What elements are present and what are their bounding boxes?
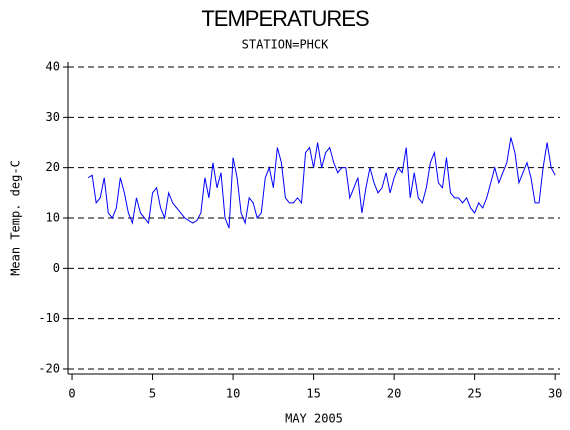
y-tick-label: 30 xyxy=(46,110,60,124)
x-tick-label: 15 xyxy=(306,387,320,401)
y-tick-label: -20 xyxy=(38,361,60,375)
y-tick-label: 40 xyxy=(46,60,60,74)
x-tick-label: 10 xyxy=(226,387,240,401)
y-tick-label: -10 xyxy=(38,311,60,325)
x-tick-label: 20 xyxy=(387,387,401,401)
y-tick-label: 10 xyxy=(46,211,60,225)
y-axis-label: Mean Temp. deg-C xyxy=(9,160,23,276)
chart-title: TEMPERATURES xyxy=(201,6,369,31)
x-axis-label: MAY 2005 xyxy=(285,412,343,426)
x-tick-label: 25 xyxy=(467,387,481,401)
x-tick-label: 0 xyxy=(68,387,75,401)
line-series xyxy=(87,137,556,229)
y-tick-label: 0 xyxy=(53,261,60,275)
y-tick-label: 20 xyxy=(46,160,60,174)
x-tick-label: 30 xyxy=(548,387,562,401)
chart-subtitle: STATION=PHCK xyxy=(242,38,329,52)
x-tick-label: 5 xyxy=(149,387,156,401)
